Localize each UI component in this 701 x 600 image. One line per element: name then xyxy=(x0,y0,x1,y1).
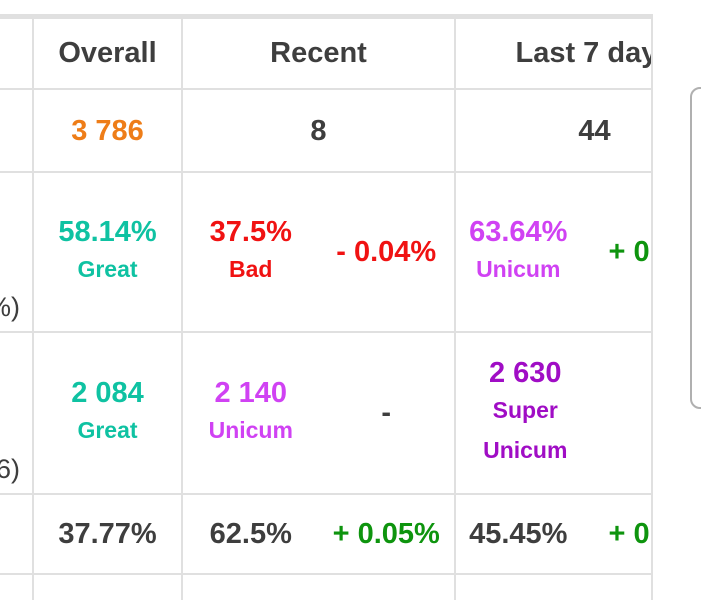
last7-rating-value-half: 2 630 Super Unicum xyxy=(456,333,595,493)
last7-winrate-delta-half: + 0 xyxy=(581,173,652,331)
last7-winrate-delta: + 0 xyxy=(608,235,650,268)
recent-rating-delta: - xyxy=(381,396,392,429)
recent-winrate-block: 37.5% Bad xyxy=(210,215,292,289)
scrollbar-thumb[interactable] xyxy=(690,87,701,409)
overall-rating-label: Great xyxy=(77,417,138,443)
recent-winrate-delta-half: - 0.04% xyxy=(319,173,455,331)
recent-pct-value-half: 62.5% xyxy=(183,495,319,573)
overall-battles-cell: 3 786 xyxy=(34,90,183,171)
last7-battles-cell: 44 xyxy=(456,90,651,171)
table-top-border xyxy=(0,14,651,19)
recent-battles-value: 8 xyxy=(310,114,327,147)
overall-winrate-block: 58.14% Great xyxy=(58,215,156,289)
last7-next-cell xyxy=(456,575,651,600)
table-row xyxy=(0,575,651,600)
recent-pct-value: 62.5% xyxy=(209,518,292,550)
last7-rating-block: 2 630 Super Unicum xyxy=(459,356,591,470)
last7-winrate-block: 63.64% Unicum xyxy=(469,215,567,289)
overall-rating-value: 2 084 xyxy=(71,377,144,409)
col-header-overall-label: Overall xyxy=(58,37,157,69)
last7-pct-value-half: 45.45% xyxy=(456,495,581,573)
last7-pct-value: 45.45% xyxy=(469,518,568,550)
last7-rating-cell: 2 630 Super Unicum xyxy=(456,333,651,493)
recent-next-cell xyxy=(183,575,456,600)
table-row: 3 786 8 44 xyxy=(0,90,651,173)
recent-winrate-value: 37.5% xyxy=(209,216,292,248)
recent-pct-delta-half: + 0.05% xyxy=(319,495,455,573)
overall-winrate-cell: 58.14% Great xyxy=(34,173,183,331)
last7-pct-cell: 45.45% + 0 xyxy=(456,495,651,573)
last7-rating-delta-half xyxy=(595,333,652,493)
row-label-cell xyxy=(0,575,34,600)
recent-winrate-delta: - 0.04% xyxy=(336,235,437,268)
recent-rating-value-half: 2 140 Unicum xyxy=(183,333,319,493)
col-header-recent-label: Recent xyxy=(270,37,367,69)
recent-winrate-rating: Bad xyxy=(229,256,273,282)
last7-rating-label: Super Unicum xyxy=(483,397,568,463)
col-header-recent: Recent xyxy=(183,19,456,88)
table-row: %) 58.14% Great 37.5% Bad xyxy=(0,173,651,333)
last7-winrate-value: 63.64% xyxy=(469,216,568,248)
row-label-fragment: %) xyxy=(0,292,20,322)
overall-winrate-value: 58.14% xyxy=(58,216,157,248)
row-label-cell: %) xyxy=(0,173,34,331)
last7-winrate-cell: 63.64% Unicum + 0 xyxy=(456,173,651,331)
last7-winrate-value-half: 63.64% Unicum xyxy=(456,173,581,331)
last7-rating-value: 2 630 xyxy=(488,357,562,389)
recent-rating-cell: 2 140 Unicum - xyxy=(183,333,456,493)
table-row: 37.77% 62.5% + 0.05% 45.45% xyxy=(0,495,651,575)
table-header-row: Overall Recent Last 7 days xyxy=(0,19,651,90)
last7-battles-value: 44 xyxy=(578,114,611,147)
last7-pct-delta-half: + 0 xyxy=(581,495,652,573)
last7-winrate-rating: Unicum xyxy=(476,256,561,282)
overall-next-cell xyxy=(34,575,183,600)
overall-pct-cell: 37.77% xyxy=(34,495,183,573)
recent-rating-label: Unicum xyxy=(208,417,293,443)
overall-pct-value: 37.77% xyxy=(58,518,157,550)
recent-rating-block: 2 140 Unicum xyxy=(209,376,293,450)
row-label-cell xyxy=(0,495,34,573)
overall-rating-cell: 2 084 Great xyxy=(34,333,183,493)
last7-pct-delta: + 0 xyxy=(608,517,650,550)
table-row: 6) 2 084 Great 2 140 Unicum xyxy=(0,333,651,495)
overall-battles-value: 3 786 xyxy=(71,114,144,147)
recent-rating-delta-half: - xyxy=(319,333,455,493)
col-header-last7days: Last 7 days xyxy=(456,19,652,88)
row-label-cell xyxy=(0,90,34,171)
overall-rating-block: 2 084 Great xyxy=(71,376,144,450)
row-label-cell: 6) xyxy=(0,333,34,493)
col-header-last7days-label: Last 7 days xyxy=(515,37,652,69)
header-label-cell xyxy=(0,19,34,88)
recent-battles-cell: 8 xyxy=(183,90,456,171)
recent-winrate-value-half: 37.5% Bad xyxy=(183,173,319,331)
recent-rating-value: 2 140 xyxy=(214,377,288,409)
overall-winrate-rating: Great xyxy=(77,256,138,282)
recent-winrate-cell: 37.5% Bad - 0.04% xyxy=(183,173,456,331)
recent-pct-cell: 62.5% + 0.05% xyxy=(183,495,456,573)
stats-table-viewport[interactable]: Overall Recent Last 7 days 3 786 8 44 xyxy=(0,19,651,600)
recent-pct-delta: + 0.05% xyxy=(332,517,440,550)
table-right-edge xyxy=(651,14,653,600)
stats-table: Overall Recent Last 7 days 3 786 8 44 xyxy=(0,19,651,600)
col-header-overall: Overall xyxy=(34,19,183,88)
row-label-fragment: 6) xyxy=(0,454,20,484)
